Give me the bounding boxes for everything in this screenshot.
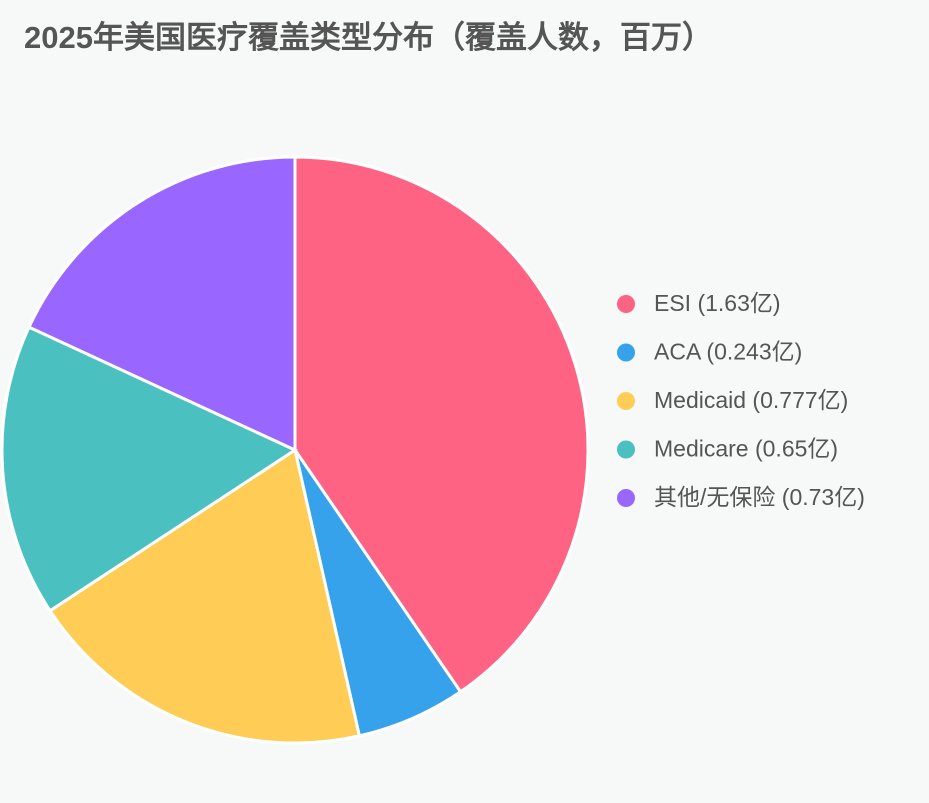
legend-label: Medicare (0.65亿) (654, 436, 838, 462)
pie-slice (47, 447, 362, 745)
legend-swatch (617, 343, 635, 362)
legend-label: Medicaid (0.777亿) (654, 387, 848, 413)
legend-swatch (617, 295, 635, 313)
legend-swatch (617, 489, 635, 507)
legend-label: ACA (0.243亿) (654, 339, 802, 365)
pie-slice (27, 155, 297, 453)
legend-label: ESI (1.63亿) (654, 290, 781, 316)
legend-label: 其他/无保险 (0.73亿) (654, 484, 865, 510)
legend-swatch (617, 392, 635, 410)
legend-swatch (617, 440, 635, 459)
pie-slice (0, 325, 299, 613)
pie-slice (293, 155, 590, 694)
chart-title: 2025年美国医疗覆盖类型分布（覆盖人数，百万） (24, 20, 713, 55)
